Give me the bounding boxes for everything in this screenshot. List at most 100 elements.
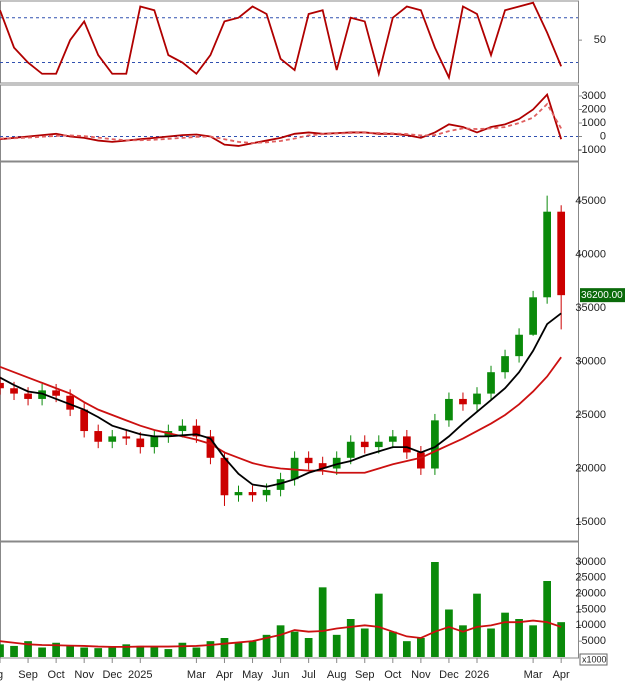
x-tick-label: Sep xyxy=(355,669,375,681)
volume-bar xyxy=(417,638,425,657)
x-tick-label: 2026 xyxy=(465,669,489,681)
volume-bar xyxy=(136,645,145,657)
candle-body xyxy=(136,438,145,448)
volume-bar xyxy=(529,625,537,657)
x-tick-label: Nov xyxy=(411,669,431,681)
candle-body xyxy=(445,398,453,421)
x-tick-label: Oct xyxy=(384,669,401,681)
volume-bar xyxy=(10,645,18,657)
series-line xyxy=(0,619,562,648)
volume-bar xyxy=(150,647,159,657)
volume-bar xyxy=(94,648,103,657)
candle-body xyxy=(473,393,481,405)
candle-body xyxy=(52,390,60,396)
candle-body xyxy=(262,489,271,496)
y-tick-label: 30000 xyxy=(575,556,606,568)
series-line xyxy=(0,1,562,81)
candle-body xyxy=(529,297,537,335)
y-tick-label: -1000 xyxy=(578,144,606,156)
x-tick-label: Apr xyxy=(216,669,233,681)
volume-bar xyxy=(248,641,257,657)
volume-bar xyxy=(220,638,229,657)
candle-body xyxy=(0,382,4,389)
candle-body xyxy=(487,372,495,394)
volume-bar xyxy=(0,644,4,657)
y-tick-label: 25000 xyxy=(575,572,606,584)
volume-bar xyxy=(24,641,32,657)
x-tick-label: 2025 xyxy=(128,669,152,681)
candle-body xyxy=(220,457,229,496)
y-tick-label: 3000 xyxy=(582,90,606,102)
candle-body xyxy=(459,398,467,405)
candle-body xyxy=(38,390,46,399)
unit-box xyxy=(579,653,608,666)
x-tick-label: Jun xyxy=(272,669,290,681)
volume-bar xyxy=(543,581,551,657)
panel-frame xyxy=(0,541,579,659)
volume-bar xyxy=(164,649,173,657)
volume-bar xyxy=(473,593,481,657)
series-line xyxy=(0,312,562,488)
y-tick-label: 20000 xyxy=(575,462,606,474)
volume-bar xyxy=(487,628,495,657)
volume-bar xyxy=(515,619,523,657)
candle-body xyxy=(374,441,383,448)
volume-bar xyxy=(108,647,117,657)
x-tick-label: Dec xyxy=(102,669,122,681)
y-tick-label: 25000 xyxy=(575,409,606,421)
volume-bar xyxy=(290,631,299,657)
candle-body xyxy=(94,431,103,442)
y-tick-label: 10000 xyxy=(575,619,606,631)
y-tick-label: 30000 xyxy=(575,355,606,367)
candle-body xyxy=(234,492,243,496)
candle-body xyxy=(304,457,313,464)
volume-bar xyxy=(360,628,369,657)
x-tick-label: Sep xyxy=(18,669,38,681)
candle-body xyxy=(80,409,89,432)
candle-body xyxy=(150,436,159,448)
volume-bar xyxy=(318,587,327,657)
volume-bar xyxy=(122,644,131,657)
panel-frame xyxy=(0,0,579,84)
volume-bar xyxy=(402,641,411,657)
x-tick-label: Dec xyxy=(439,669,459,681)
candle-body xyxy=(318,463,327,469)
y-tick-label: 50 xyxy=(594,34,606,46)
x-tick-label: Oct xyxy=(48,669,65,681)
y-tick-label: 1000 xyxy=(582,117,606,129)
x-tick-label: Mar xyxy=(187,669,206,681)
candle-body xyxy=(108,436,117,442)
y-tick-label: 40000 xyxy=(575,248,606,260)
x-tick-label: May xyxy=(242,669,263,681)
candle-body xyxy=(290,457,299,480)
volume-bar xyxy=(332,634,341,657)
y-tick-label: 20000 xyxy=(575,588,606,600)
y-tick-label: 2000 xyxy=(582,103,606,115)
y-tick-label: 45000 xyxy=(575,195,606,207)
volume-bar xyxy=(459,625,467,657)
candle-body xyxy=(192,425,201,437)
volume-bar xyxy=(262,634,271,657)
candle-body xyxy=(557,211,566,296)
candle-body xyxy=(10,388,18,394)
volume-bar xyxy=(304,638,313,657)
volume-bar xyxy=(501,612,509,657)
y-tick-label: 5000 xyxy=(582,635,606,647)
x-tick-label: Jul xyxy=(302,669,316,681)
volume-bar xyxy=(276,625,285,657)
panel-frame xyxy=(0,161,579,542)
volume-bar xyxy=(192,647,201,657)
x-tick-label: Mar xyxy=(524,669,543,681)
candle-body xyxy=(66,395,75,410)
candle-body xyxy=(402,436,411,453)
x-tick-label: g xyxy=(0,669,3,681)
candle-body xyxy=(332,457,341,469)
volume-bar xyxy=(374,593,383,657)
candle-body xyxy=(276,479,285,490)
candle-body xyxy=(24,393,32,399)
volume-bar xyxy=(206,641,215,657)
x-tick-label: Aug xyxy=(327,669,347,681)
volume-bar xyxy=(445,609,453,657)
